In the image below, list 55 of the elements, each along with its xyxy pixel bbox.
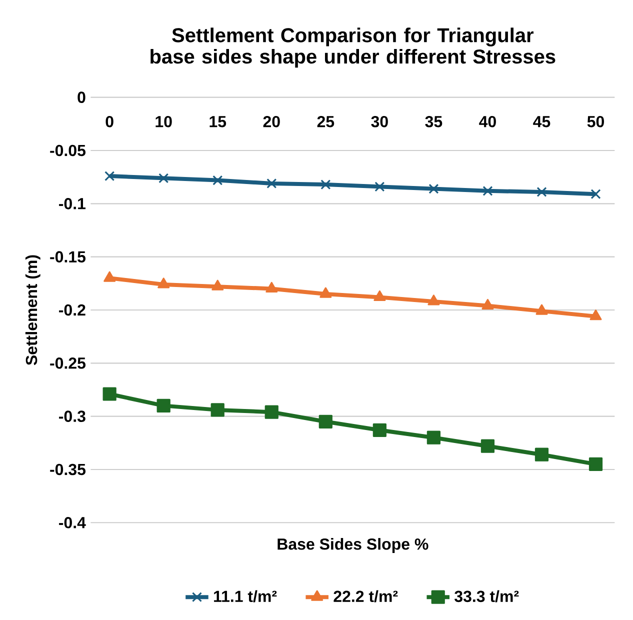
x-tick-label: 20 — [263, 116, 280, 128]
point — [320, 179, 331, 190]
x-axis-title: Base Sides Slope % — [278, 538, 428, 553]
point — [426, 430, 440, 444]
x-tick-label: 30 — [371, 116, 388, 128]
point — [534, 448, 549, 462]
y-tick-label: -0.4 — [59, 516, 86, 528]
y-tick-label: 0 — [78, 92, 86, 103]
point — [318, 414, 332, 428]
point — [210, 403, 224, 417]
x-tick-label: 10 — [156, 116, 172, 128]
y-tick-label: -0.1 — [59, 198, 86, 210]
point — [212, 175, 223, 186]
point — [374, 290, 386, 302]
x-tick-label: 50 — [587, 116, 604, 128]
legend-label: 11.1 t/m² — [214, 590, 277, 602]
point — [482, 298, 494, 310]
y-tick-label: -0.05 — [50, 144, 86, 156]
legend-label: 33.3 t/m² — [454, 590, 519, 602]
x-tick-label: 45 — [533, 116, 550, 128]
y-tick-label: -0.25 — [50, 358, 86, 369]
x-tick-label: 35 — [425, 116, 442, 128]
chart-title: Settlement Comparison for Triangular base sides shape under different Stresses — [150, 28, 556, 68]
legend-label: 22.2 t/m² — [334, 590, 398, 602]
point — [102, 387, 116, 401]
point — [480, 439, 495, 453]
point — [104, 170, 115, 182]
point — [590, 310, 602, 320]
y-tick-label: -0.15 — [50, 251, 86, 262]
point — [266, 178, 277, 189]
point — [428, 294, 440, 306]
point — [372, 423, 386, 437]
point — [536, 304, 548, 315]
y-tick-label: -0.35 — [50, 464, 86, 476]
point — [482, 186, 493, 196]
y-tick-label: -0.3 — [59, 410, 86, 422]
x-tick-label: 15 — [210, 116, 226, 128]
point — [266, 282, 278, 293]
point — [588, 457, 603, 471]
y-tick-label: -0.2 — [59, 304, 86, 316]
point — [320, 287, 332, 298]
x-tick-label: 25 — [317, 116, 334, 128]
point — [158, 278, 170, 288]
point — [428, 184, 439, 194]
x-tick-label: 40 — [479, 116, 496, 128]
point — [212, 280, 224, 290]
point — [156, 398, 170, 412]
point — [374, 182, 385, 192]
x-tick-label: 0 — [106, 116, 114, 128]
y-axis-title: Settlement (m) — [25, 255, 40, 366]
point — [104, 271, 116, 282]
point — [158, 173, 169, 184]
point — [590, 189, 601, 200]
point — [536, 186, 547, 198]
point — [264, 405, 278, 419]
